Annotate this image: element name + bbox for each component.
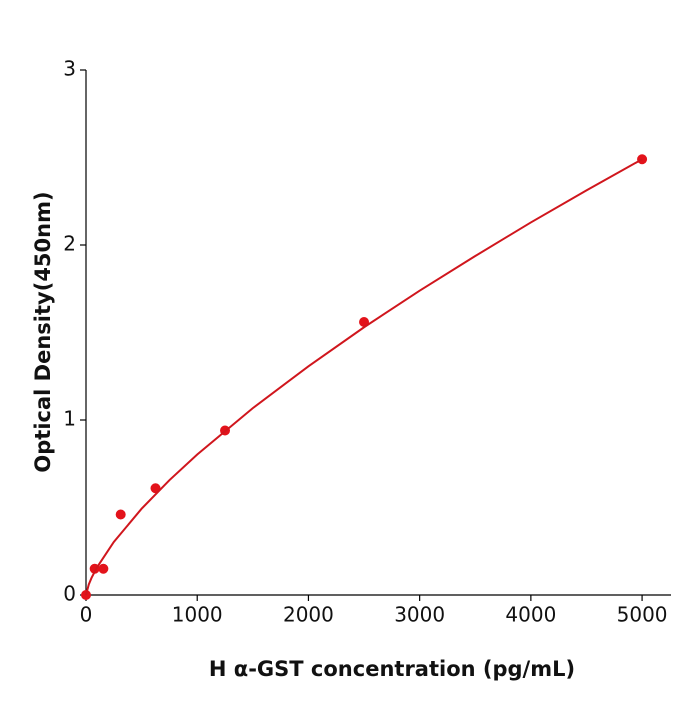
y-tick-label: 1 (63, 407, 76, 431)
x-tick-label: 2000 (283, 603, 334, 627)
x-tick-label: 5000 (617, 603, 668, 627)
y-tick-label: 2 (63, 232, 76, 256)
x-tick-label: 0 (80, 603, 93, 627)
fit-curve (85, 158, 643, 596)
x-tick-label: 1000 (172, 603, 223, 627)
y-tick-label: 3 (63, 57, 76, 81)
x-tick-label: 3000 (394, 603, 445, 627)
x-tick-label: 4000 (505, 603, 556, 627)
data-point (115, 509, 126, 520)
data-point (98, 563, 109, 574)
x-axis-title: H α-GST concentration (pg/mL) (209, 657, 575, 681)
y-tick-label: 0 (63, 582, 76, 606)
y-axis-title: Optical Density(450nm) (31, 191, 55, 472)
